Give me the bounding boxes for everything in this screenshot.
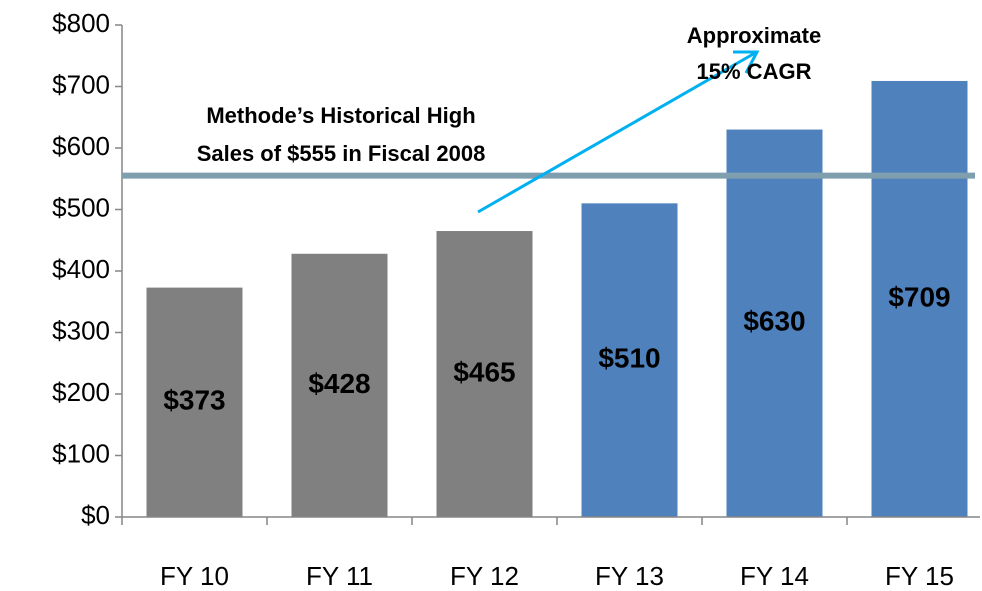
y-tick-label: $800 xyxy=(52,8,110,38)
value-label: $630 xyxy=(743,306,805,337)
x-tick-label: FY 14 xyxy=(740,561,809,591)
y-tick-label: $600 xyxy=(52,131,110,161)
arrow-head xyxy=(733,50,760,74)
y-tick-label: $300 xyxy=(52,315,110,345)
value-label: $709 xyxy=(888,281,950,312)
bar xyxy=(436,231,533,517)
annotation: 15% CAGR xyxy=(697,59,812,84)
bar xyxy=(146,287,243,517)
y-tick-label: $700 xyxy=(52,69,110,99)
value-label: $428 xyxy=(308,368,370,399)
reference-label: Sales of $555 in Fiscal 2008 xyxy=(197,141,486,166)
value-label: $373 xyxy=(163,385,225,416)
value-label: $510 xyxy=(598,343,660,374)
reference-label: Methode’s Historical High xyxy=(206,103,475,128)
bar xyxy=(581,203,678,517)
y-tick-label: $500 xyxy=(52,192,110,222)
x-tick-label: FY 11 xyxy=(306,561,373,591)
y-tick-label: $400 xyxy=(52,254,110,284)
y-tick-label: $200 xyxy=(52,377,110,407)
annotation: Approximate xyxy=(687,23,821,48)
bar xyxy=(871,80,968,517)
trend-arrow xyxy=(477,51,756,214)
x-tick-label: FY 15 xyxy=(885,561,954,591)
bar xyxy=(726,129,823,518)
value-label: $465 xyxy=(453,356,515,387)
y-tick-label: $0 xyxy=(81,500,110,530)
x-tick-label: FY 10 xyxy=(160,561,229,591)
y-tick-label: $100 xyxy=(52,438,110,468)
bar xyxy=(291,253,388,517)
x-tick-label: FY 13 xyxy=(595,561,664,591)
x-tick-label: FY 12 xyxy=(450,561,519,591)
